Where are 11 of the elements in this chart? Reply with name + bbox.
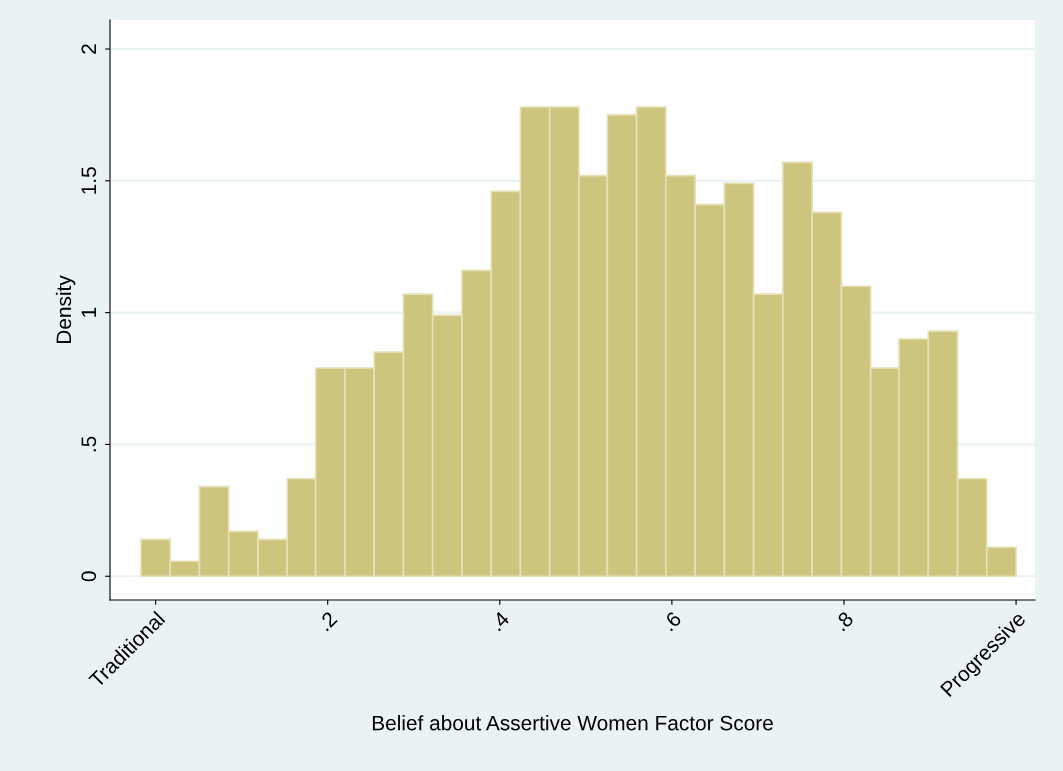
- y-tick-label: .5: [81, 436, 97, 452]
- x-tick-label: .2: [317, 610, 338, 632]
- y-tick-label: 1: [81, 307, 96, 317]
- y-tick-label: 1.5: [81, 167, 97, 194]
- x-tick-label: .6: [661, 610, 683, 632]
- y-tick-label: 2: [81, 44, 96, 54]
- y-axis-title: Density: [55, 275, 76, 344]
- x-tick-label: .4: [489, 610, 511, 632]
- x-tick-label: .8: [833, 610, 855, 632]
- x-axis-title: Belief about Assertive Women Factor Score: [372, 715, 773, 731]
- y-tick-label: 0: [81, 571, 97, 582]
